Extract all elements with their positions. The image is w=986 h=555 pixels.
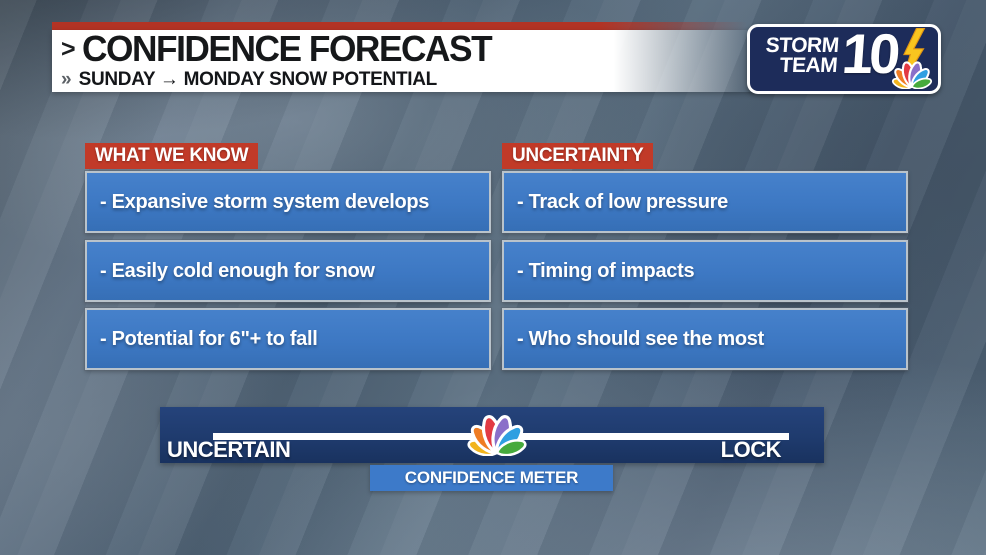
title-row: > CONFIDENCE FORECAST: [61, 30, 499, 68]
peacock-icon: [891, 61, 933, 89]
meter-label-lock: LOCK: [720, 437, 782, 462]
meter-indicator: [465, 407, 529, 456]
known-item: - Easily cold enough for snow: [85, 240, 491, 302]
storm-team-10-logo: STORM TEAM 10: [747, 22, 941, 94]
uncertainty-item: - Track of low pressure: [502, 171, 908, 233]
column-header-what-we-know: WHAT WE KNOW: [85, 143, 259, 169]
logo-word-storm: STORM: [764, 34, 840, 57]
header-red-stripe: [52, 22, 754, 30]
double-chevron-icon: »: [61, 68, 72, 90]
header-panel: > CONFIDENCE FORECAST » SUNDAY → MONDAY …: [52, 30, 754, 92]
uncertainty-item: - Timing of impacts: [502, 240, 908, 302]
page-title: CONFIDENCE FORECAST: [81, 28, 493, 69]
known-item: - Expansive storm system develops: [85, 171, 491, 233]
logo-wordmark: STORM TEAM: [764, 34, 840, 77]
known-item: - Potential for 6"+ to fall: [85, 308, 491, 370]
chevron-right-icon: >: [61, 34, 76, 63]
confidence-meter-caption: CONFIDENCE METER: [370, 465, 613, 491]
uncertainty-item: - Who should see the most: [502, 308, 908, 370]
subtitle-row: » SUNDAY → MONDAY SNOW POTENTIAL: [61, 68, 437, 90]
column-header-uncertainty: UNCERTAINTY: [502, 143, 654, 169]
logo-word-team: TEAM: [778, 53, 839, 77]
meter-label-uncertain: UNCERTAIN: [167, 437, 291, 462]
page-subtitle: SUNDAY → MONDAY SNOW POTENTIAL: [78, 68, 438, 90]
peacock-icon: [467, 415, 527, 456]
confidence-meter-bar: UNCERTAIN LOCK: [160, 407, 824, 463]
